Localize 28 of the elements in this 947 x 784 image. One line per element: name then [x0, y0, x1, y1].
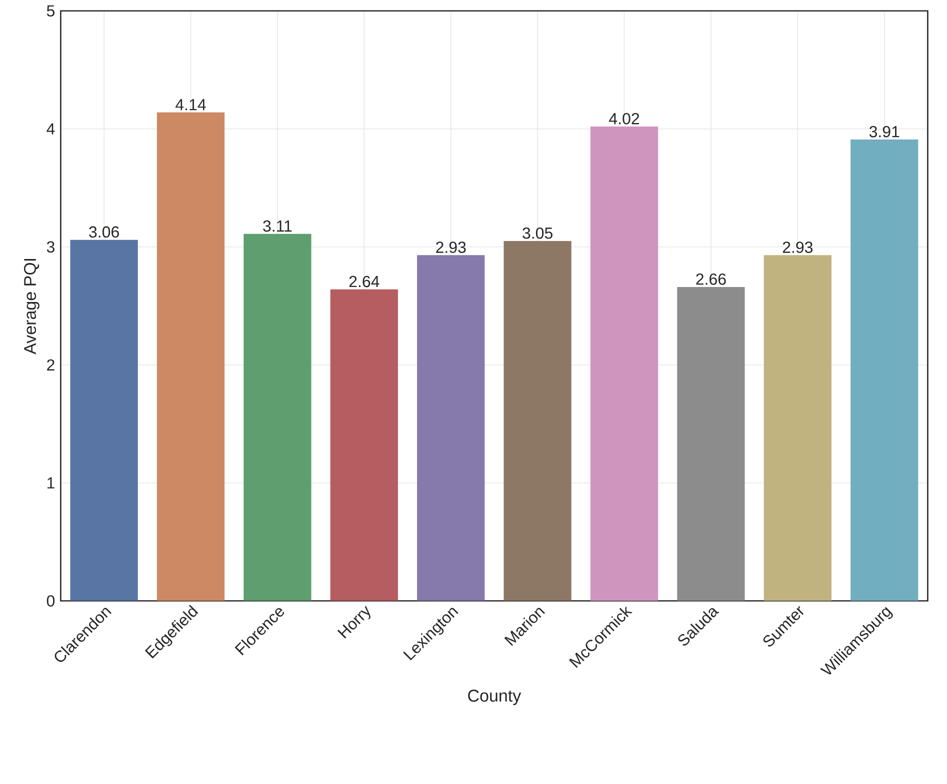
data-label: 2.93	[436, 242, 466, 254]
x-axis-title: County	[468, 690, 522, 706]
bar	[417, 255, 485, 602]
data-label: 2.93	[782, 242, 813, 254]
data-label: 3.91	[869, 126, 900, 138]
y-tick-label: 0	[46, 595, 55, 607]
bar	[677, 287, 745, 602]
bar	[244, 234, 312, 602]
data-label: 2.64	[349, 276, 380, 288]
y-tick-label: 2	[47, 359, 54, 371]
data-label: 3.11	[263, 220, 292, 232]
bar	[850, 140, 918, 602]
y-axis-title: Average PQI	[24, 259, 40, 354]
bar	[70, 240, 138, 602]
bar	[330, 289, 398, 602]
data-label: 4.14	[176, 99, 206, 110]
y-tick-label: 4	[46, 123, 55, 135]
y-tick-label: 3	[46, 241, 54, 253]
data-label: 4.02	[609, 113, 640, 124]
data-label: 3.06	[89, 226, 119, 238]
bar	[156, 112, 225, 602]
bar	[590, 126, 658, 602]
data-label: 2.66	[696, 274, 726, 285]
y-tick-label: 5	[46, 5, 54, 17]
y-tick-label: 1	[47, 477, 54, 489]
data-label: 3.05	[522, 228, 552, 239]
bar	[504, 241, 572, 602]
bar	[764, 255, 832, 602]
